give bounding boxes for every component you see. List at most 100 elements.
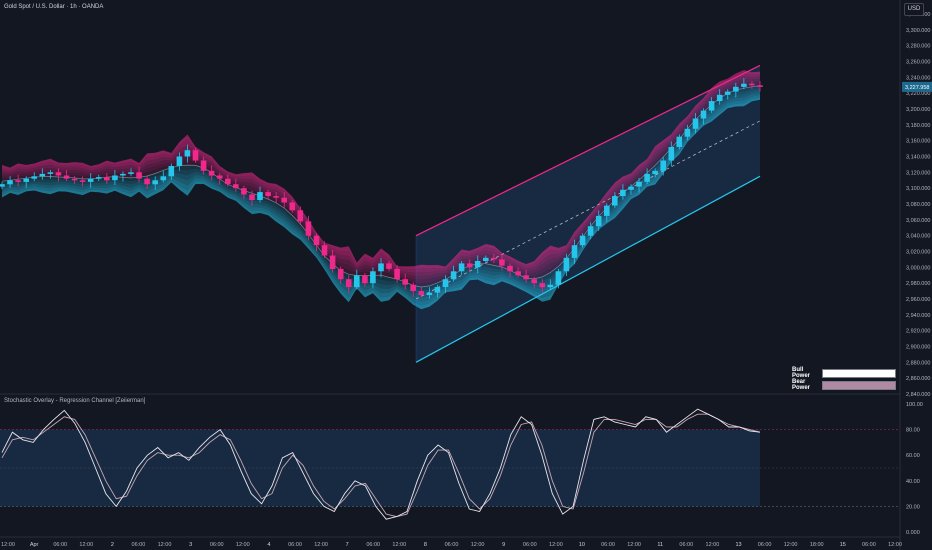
- time-tick-label: 06:00: [445, 542, 459, 548]
- candle-body: [620, 189, 626, 197]
- time-tick-label: 11: [657, 542, 663, 548]
- candle-body: [378, 263, 384, 272]
- time-tick-label: 06:00: [758, 542, 772, 548]
- candle-body: [402, 279, 408, 285]
- candle-body: [160, 176, 167, 181]
- price-tick-label: 3,160.000: [906, 139, 930, 145]
- candle-body: [225, 178, 231, 185]
- time-tick-label: 06:00: [53, 542, 67, 548]
- candle-body: [587, 226, 594, 236]
- candle-body: [491, 257, 497, 260]
- candle-body: [176, 156, 183, 166]
- candle-body: [668, 147, 675, 161]
- candle-body: [434, 287, 441, 293]
- bull-power-bar: [822, 368, 896, 378]
- candle-body: [612, 196, 618, 206]
- candle-body: [144, 178, 150, 185]
- price-tick-label: 3,120.000: [906, 170, 930, 176]
- candle-body: [692, 118, 699, 129]
- candle-body: [644, 173, 650, 182]
- candle-body: [104, 177, 110, 181]
- candle-body: [329, 255, 336, 269]
- oscillator-tick-label: 100.00: [906, 402, 923, 408]
- candle-body: [515, 271, 521, 276]
- price-tick-label: 2,860.000: [906, 376, 930, 382]
- time-tick-label: 12:00: [627, 542, 641, 548]
- candle-body: [313, 235, 320, 246]
- oscillator-tick-label: 80.00: [906, 428, 920, 434]
- last-price-box: [902, 81, 932, 92]
- candle-body: [55, 172, 62, 176]
- bear-power-bar: [822, 380, 896, 390]
- candle-body: [555, 271, 562, 285]
- candle-body: [499, 259, 505, 266]
- candle-body: [684, 128, 691, 137]
- channel-lower-line[interactable]: [415, 175, 761, 363]
- price-tick-label: 3,140.000: [906, 155, 930, 161]
- candle-body: [233, 184, 239, 189]
- candle-body: [370, 271, 376, 284]
- time-tick-label: 13: [735, 542, 741, 548]
- candle-body: [184, 150, 191, 157]
- price-tick-label: 3,000.000: [906, 265, 930, 271]
- candle-body: [595, 215, 602, 227]
- channel-upper-line[interactable]: [415, 64, 761, 237]
- candle-body: [31, 176, 37, 179]
- oscillator-pane: [0, 408, 900, 520]
- time-axis[interactable]: 12:00 Apr 06:00 12:00 2 06:00 12:00 3 06:00 12:00…: [0, 536, 902, 548]
- candle-body: [216, 175, 223, 179]
- candle-body: [749, 83, 755, 86]
- candle-body: [362, 275, 368, 284]
- candle-body: [547, 284, 554, 288]
- price-tick-label: 2,940.000: [906, 313, 930, 319]
- candle-body: [523, 275, 529, 280]
- candle-body: [539, 283, 546, 288]
- price-tick-label: 3,260.000: [906, 60, 930, 66]
- candle-body: [757, 85, 763, 87]
- candle-body: [152, 180, 158, 185]
- legend-row-bull: Bull Power: [792, 367, 900, 379]
- candle-body: [200, 160, 207, 171]
- price-tick-label: 3,280.000: [906, 44, 930, 50]
- candle-body: [281, 197, 287, 203]
- candle-body: [442, 279, 449, 288]
- time-tick-label: 4: [267, 542, 270, 548]
- candle-body: [289, 202, 296, 211]
- time-tick-label: 3: [189, 542, 192, 548]
- price-tick-label: 3,100.000: [906, 186, 930, 192]
- candle-body: [192, 150, 199, 161]
- candle-body: [733, 86, 739, 92]
- candle-body: [354, 275, 360, 288]
- time-tick-label: 12:00: [784, 542, 798, 548]
- time-tick-label: 15: [840, 542, 846, 548]
- candle-body: [474, 261, 481, 268]
- candle-body: [273, 196, 279, 198]
- candle-body: [628, 186, 634, 190]
- time-tick-label: 12:00: [1, 542, 15, 548]
- candle-body: [87, 178, 94, 182]
- time-tick-label: 12:00: [314, 542, 328, 548]
- candle-body: [71, 178, 78, 181]
- price-tick-label: 2,980.000: [906, 281, 930, 287]
- candle-body: [23, 178, 29, 182]
- candle-body: [337, 268, 344, 280]
- time-tick-label: 06:00: [679, 542, 693, 548]
- time-tick-label: 06:00: [210, 542, 224, 548]
- candle-body: [660, 160, 666, 171]
- candle-body: [563, 257, 570, 272]
- oscillator-axis[interactable]: 100.00 80.00 60.00 40.00 20.00 0.000: [906, 402, 923, 536]
- price-tick-label: 3,060.000: [906, 218, 930, 224]
- candle-body: [39, 173, 46, 177]
- time-tick-label: 12:00: [888, 542, 902, 548]
- channel-mid-line[interactable]: [415, 120, 761, 300]
- candle-body: [305, 221, 312, 236]
- currency-badge[interactable]: USD: [904, 3, 924, 16]
- price-tick-label: 3,180.000: [906, 123, 930, 129]
- last-price-badge: 3,227.958: [902, 81, 932, 92]
- candle-body: [652, 170, 658, 174]
- time-tick-label: 06:00: [523, 542, 537, 548]
- price-axis[interactable]: 3,320.0003,300.0003,280.0003,260.0003,24…: [899, 0, 930, 550]
- price-tick-label: 2,840.000: [906, 392, 930, 398]
- candle-body: [321, 245, 328, 256]
